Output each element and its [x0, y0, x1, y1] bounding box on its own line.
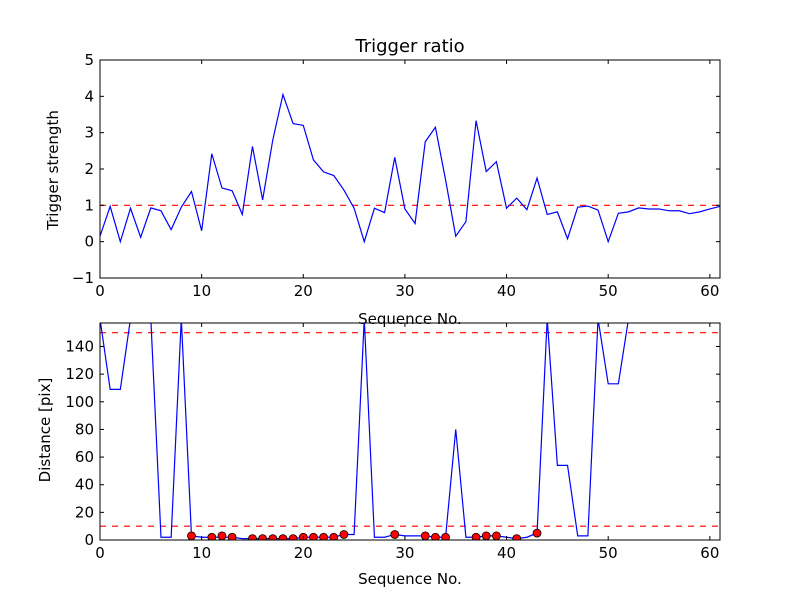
bottom-chart-y-tick-label: 120 — [65, 365, 94, 383]
bottom-chart-marker-point — [512, 534, 522, 540]
bottom-chart-y-tick-label: 0 — [84, 531, 94, 549]
top-chart-y-tick-label: 1 — [84, 196, 94, 214]
top-chart-x-tick-label: 20 — [294, 282, 313, 300]
bottom-chart-y-axis-label: Distance [pix] — [36, 378, 54, 483]
bottom-chart-marker-point — [319, 532, 329, 540]
bottom-chart-marker-point — [309, 532, 318, 540]
top-chart-y-tick-label: 5 — [84, 51, 94, 69]
bottom-chart-y-tick-label: 20 — [75, 503, 94, 521]
bottom-chart-x-tick-label: 40 — [497, 544, 516, 562]
top-chart-y-tick-label: 3 — [84, 124, 94, 142]
bottom-chart-marker-point — [441, 532, 450, 540]
bottom-chart-x-tick-label: 30 — [395, 544, 414, 562]
bottom-chart-x-axis-label: Sequence No. — [358, 570, 462, 588]
top-chart-x-tick-label: 30 — [395, 282, 414, 300]
top-chart-x-tick-label: 60 — [700, 282, 719, 300]
top-chart-x-tick-label: 40 — [497, 282, 516, 300]
bottom-chart-series-line-0 — [100, 323, 629, 540]
bottom-chart-y-tick-label: 80 — [75, 420, 94, 438]
top-chart-x-tick-label: 0 — [95, 282, 105, 300]
bottom-chart-marker-point — [491, 531, 501, 540]
bottom-chart-marker-point — [248, 534, 257, 540]
bottom-chart-marker-point — [390, 530, 400, 539]
top-chart-x-tick-label: 50 — [599, 282, 618, 300]
top-chart-y-tick-label: 2 — [84, 160, 94, 178]
bottom-chart-x-tick-label: 20 — [294, 544, 313, 562]
bottom-chart-marker-point — [420, 531, 430, 540]
top-chart-y-tick-label: 4 — [84, 87, 94, 105]
bottom-chart-marker-point — [217, 531, 227, 540]
top-chart-title: Trigger ratio — [354, 36, 464, 57]
bottom-chart-marker-point — [339, 530, 349, 539]
bottom-chart-marker-point — [481, 531, 491, 540]
bottom-chart-data-layer — [100, 323, 720, 540]
bottom-chart-marker-point — [288, 534, 298, 540]
top-chart-x-axis-label: Sequence No. — [358, 310, 462, 328]
bottom-chart-y-tick-label: 60 — [75, 448, 94, 466]
bottom-chart-marker-point — [278, 534, 288, 540]
bottom-chart-y-tick-label: 140 — [65, 337, 94, 355]
top-chart-series-line-0 — [100, 92, 720, 244]
bottom-chart-marker-point — [187, 531, 196, 540]
bottom-chart-marker-point — [532, 528, 542, 538]
top-chart-data-layer — [100, 92, 720, 244]
bottom-chart: 0 10 20 30 40 50 60 0 20 40 60 80 100 120 140 Sequence… — [36, 322, 721, 588]
top-chart-y-tick-label: 0 — [84, 233, 94, 251]
bottom-chart-x-tick-label: 10 — [192, 544, 211, 562]
bottom-chart-marker-point — [471, 532, 481, 540]
bottom-chart-x-tick-label: 60 — [700, 544, 719, 562]
bottom-chart-marker-point — [227, 532, 237, 540]
bottom-chart-marker-point — [268, 534, 278, 540]
bottom-plot-area: 0 10 20 30 40 50 60 0 20 40 60 80 100 120 140 — [65, 322, 721, 562]
top-chart-y-axis-label: Trigger strength — [44, 110, 62, 231]
top-chart-y-tick-label: −1 — [72, 269, 94, 287]
bottom-chart-x-tick-label: 0 — [95, 544, 105, 562]
bottom-chart-marker-point — [258, 534, 268, 540]
bottom-chart-x-tick-label: 50 — [599, 544, 618, 562]
bottom-chart-marker-point — [431, 532, 440, 540]
bottom-chart-marker-point — [329, 532, 339, 540]
bottom-chart-axes-frame — [99, 322, 721, 541]
bottom-chart-marker-point — [207, 532, 217, 540]
bottom-chart-y-tick-label: 40 — [75, 476, 94, 494]
top-chart-x-tick-label: 10 — [192, 282, 211, 300]
bottom-chart-y-tick-label: 100 — [65, 393, 94, 411]
